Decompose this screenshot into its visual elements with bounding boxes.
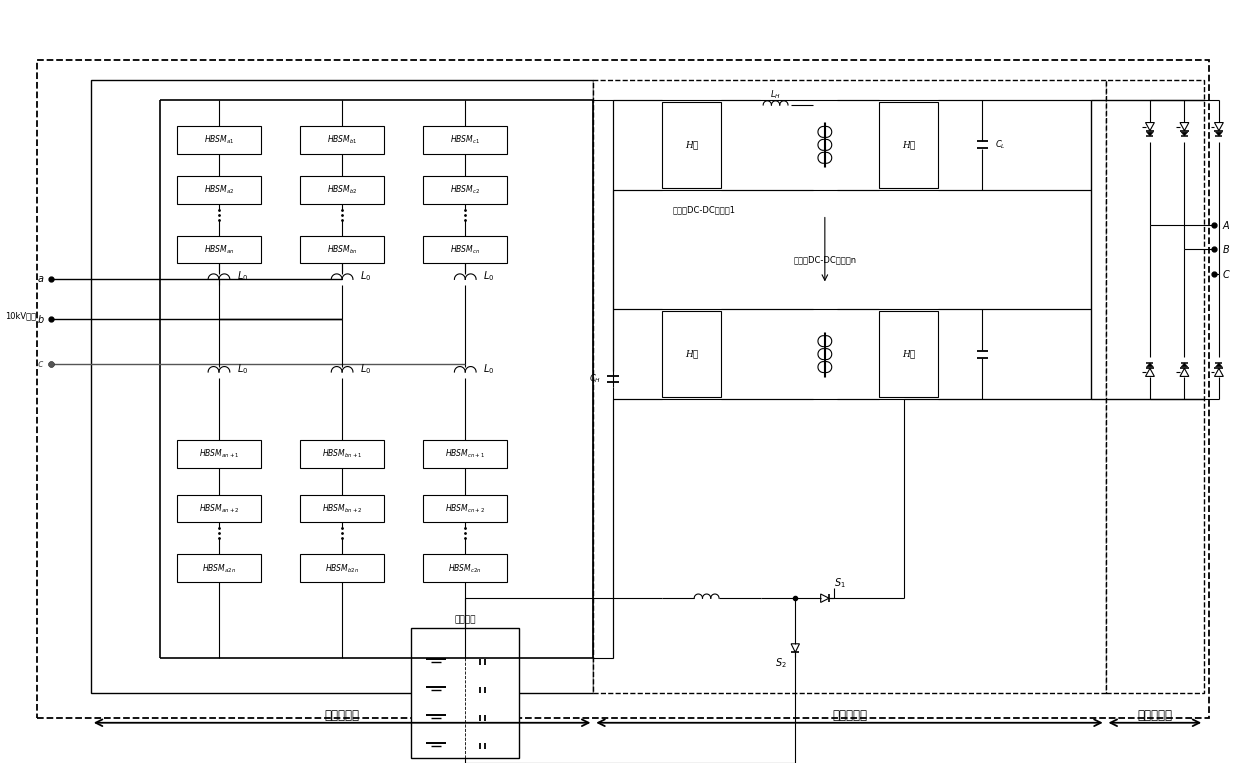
Text: $S_2$: $S_2$ <box>775 656 786 670</box>
Text: H桥: H桥 <box>686 141 698 150</box>
FancyBboxPatch shape <box>300 555 384 582</box>
Text: $HBSM_{cn+2}$: $HBSM_{cn+2}$ <box>445 502 485 515</box>
Text: 储能系统: 储能系统 <box>455 616 476 625</box>
Polygon shape <box>1147 132 1153 136</box>
Text: $HBSM_{b2n}$: $HBSM_{b2n}$ <box>325 562 360 575</box>
Text: $b$: $b$ <box>37 313 45 325</box>
Text: $HBSM_{bn}$: $HBSM_{bn}$ <box>326 243 357 256</box>
FancyBboxPatch shape <box>412 628 520 758</box>
Text: H桥: H桥 <box>901 141 915 150</box>
FancyBboxPatch shape <box>423 235 507 264</box>
Text: $B$: $B$ <box>1221 244 1230 255</box>
Text: $C$: $C$ <box>1221 268 1230 280</box>
Text: $L_0$: $L_0$ <box>237 362 248 376</box>
Text: $S_1$: $S_1$ <box>833 576 846 590</box>
FancyBboxPatch shape <box>423 494 507 523</box>
Text: 隔离型DC-DC变换器1: 隔离型DC-DC变换器1 <box>672 205 735 214</box>
FancyBboxPatch shape <box>879 102 939 188</box>
Text: $L_0$: $L_0$ <box>237 270 248 283</box>
FancyBboxPatch shape <box>662 311 722 397</box>
FancyBboxPatch shape <box>300 235 384 264</box>
FancyBboxPatch shape <box>177 494 260 523</box>
Text: $L_0$: $L_0$ <box>360 362 371 376</box>
FancyBboxPatch shape <box>300 126 384 154</box>
Text: H桥: H桥 <box>901 350 915 358</box>
Text: 中间隔离级: 中间隔离级 <box>832 709 867 722</box>
Text: $HBSM_{cn+1}$: $HBSM_{cn+1}$ <box>445 448 485 460</box>
FancyBboxPatch shape <box>300 176 384 204</box>
Text: $HBSM_{a1}$: $HBSM_{a1}$ <box>203 134 234 146</box>
Text: $HBSM_{an+2}$: $HBSM_{an+2}$ <box>198 502 239 515</box>
Text: $C_H$: $C_H$ <box>589 373 601 385</box>
Polygon shape <box>1180 363 1188 367</box>
Text: $HBSM_{a2}$: $HBSM_{a2}$ <box>203 183 234 196</box>
Text: $L_H$: $L_H$ <box>770 89 781 102</box>
FancyBboxPatch shape <box>177 235 260 264</box>
Text: $HBSM_{c2n}$: $HBSM_{c2n}$ <box>449 562 482 575</box>
FancyBboxPatch shape <box>593 80 1106 693</box>
Text: $c$: $c$ <box>37 359 45 369</box>
Text: $C_L$: $C_L$ <box>996 138 1006 151</box>
Text: H桥: H桥 <box>686 350 698 358</box>
FancyBboxPatch shape <box>423 555 507 582</box>
FancyBboxPatch shape <box>177 126 260 154</box>
Text: 高压输入级: 高压输入级 <box>325 709 360 722</box>
Text: $L_0$: $L_0$ <box>484 270 495 283</box>
Text: $HBSM_{b1}$: $HBSM_{b1}$ <box>327 134 357 146</box>
Text: $L_0$: $L_0$ <box>360 270 371 283</box>
FancyBboxPatch shape <box>177 440 260 468</box>
FancyBboxPatch shape <box>300 440 384 468</box>
FancyBboxPatch shape <box>177 176 260 204</box>
FancyBboxPatch shape <box>1106 80 1204 693</box>
Text: $HBSM_{bn+1}$: $HBSM_{bn+1}$ <box>322 448 362 460</box>
Text: 低压输出级: 低压输出级 <box>1137 709 1172 722</box>
FancyBboxPatch shape <box>423 440 507 468</box>
FancyBboxPatch shape <box>423 126 507 154</box>
FancyBboxPatch shape <box>662 102 722 188</box>
Polygon shape <box>1215 132 1223 136</box>
FancyBboxPatch shape <box>177 555 260 582</box>
Text: $HBSM_{b2}$: $HBSM_{b2}$ <box>327 183 357 196</box>
Polygon shape <box>1147 363 1153 367</box>
Text: $HBSM_{c2}$: $HBSM_{c2}$ <box>450 183 480 196</box>
Text: $L_0$: $L_0$ <box>484 362 495 376</box>
FancyBboxPatch shape <box>879 311 939 397</box>
Text: $A$: $A$ <box>1221 219 1230 231</box>
Text: $HBSM_{an}$: $HBSM_{an}$ <box>203 243 234 256</box>
Text: $HBSM_{a2n}$: $HBSM_{a2n}$ <box>202 562 236 575</box>
Text: $HBSM_{cn}$: $HBSM_{cn}$ <box>450 243 480 256</box>
Polygon shape <box>1215 363 1223 367</box>
Text: $a$: $a$ <box>37 274 45 284</box>
FancyBboxPatch shape <box>300 494 384 523</box>
Text: 隔离型DC-DC变换器n: 隔离型DC-DC变换器n <box>794 255 857 264</box>
FancyBboxPatch shape <box>91 80 593 693</box>
Text: $HBSM_{an+1}$: $HBSM_{an+1}$ <box>198 448 239 460</box>
FancyBboxPatch shape <box>37 60 1209 717</box>
Text: $HBSM_{c1}$: $HBSM_{c1}$ <box>450 134 480 146</box>
Text: 10kV电网: 10kV电网 <box>6 312 37 321</box>
Text: $HBSM_{bn+2}$: $HBSM_{bn+2}$ <box>322 502 362 515</box>
Polygon shape <box>1180 132 1188 136</box>
FancyBboxPatch shape <box>423 176 507 204</box>
